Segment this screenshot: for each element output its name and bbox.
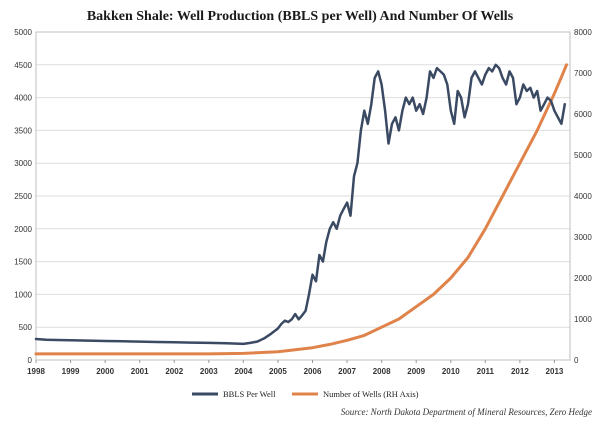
legend-label-number-of-wells: Number of Wells (RH Axis) bbox=[323, 389, 419, 399]
left-tick-label: 5000 bbox=[14, 28, 32, 37]
x-axis-ticks: 1998 1999 2000 2001 2002 2003 2004 2005 2006 2007… bbox=[27, 360, 564, 376]
x-tick-label: 2000 bbox=[96, 367, 114, 376]
right-tick-label: 7000 bbox=[574, 69, 592, 78]
right-tick-label: 2000 bbox=[574, 274, 592, 283]
right-tick-label: 1000 bbox=[574, 315, 592, 324]
x-tick-label: 2012 bbox=[511, 367, 529, 376]
x-tick-label: 2001 bbox=[131, 367, 149, 376]
x-tick-label: 1998 bbox=[27, 367, 45, 376]
left-axis-ticks: 0 500 1000 1500 2000 2500 3000 3500 4000 4500 5000 bbox=[14, 28, 32, 365]
x-tick-label: 2013 bbox=[546, 367, 564, 376]
right-tick-label: 0 bbox=[574, 356, 579, 365]
series-line-bbls-per-well bbox=[34, 63, 567, 346]
x-tick-label: 2004 bbox=[234, 367, 252, 376]
right-tick-label: 5000 bbox=[574, 151, 592, 160]
x-tick-label: 2011 bbox=[477, 367, 495, 376]
left-tick-label: 1000 bbox=[14, 290, 32, 299]
left-tick-label: 0 bbox=[28, 356, 33, 365]
right-tick-label: 4000 bbox=[574, 192, 592, 201]
x-tick-label: 2007 bbox=[338, 367, 356, 376]
right-tick-label: 6000 bbox=[574, 110, 592, 119]
x-tick-label: 2006 bbox=[304, 367, 322, 376]
x-tick-label: 1999 bbox=[62, 367, 80, 376]
x-tick-label: 2003 bbox=[200, 367, 218, 376]
x-tick-label: 2002 bbox=[165, 367, 183, 376]
left-tick-label: 2500 bbox=[14, 192, 32, 201]
source-note: Source: North Dakota Department of Miner… bbox=[341, 407, 592, 417]
plot-area-frame bbox=[35, 31, 571, 361]
left-tick-label: 4500 bbox=[14, 61, 32, 70]
left-tick-label: 3500 bbox=[14, 126, 32, 135]
right-tick-label: 8000 bbox=[574, 28, 592, 37]
left-tick-label: 500 bbox=[19, 323, 33, 332]
left-tick-label: 3000 bbox=[14, 159, 32, 168]
x-tick-label: 2005 bbox=[269, 367, 287, 376]
series-line-number-of-wells bbox=[34, 63, 568, 356]
right-axis-ticks: 0 1000 2000 3000 4000 5000 6000 7000 8000 bbox=[574, 28, 592, 365]
left-tick-label: 1500 bbox=[14, 258, 32, 267]
left-tick-label: 2000 bbox=[14, 225, 32, 234]
legend-label-bbls-per-well: BBLS Per Well bbox=[223, 389, 276, 399]
right-tick-label: 3000 bbox=[574, 233, 592, 242]
x-tick-label: 2009 bbox=[407, 367, 425, 376]
chart-title: Bakken Shale: Well Production (BBLS per … bbox=[87, 9, 514, 24]
x-tick-label: 2010 bbox=[442, 367, 460, 376]
left-tick-label: 4000 bbox=[14, 94, 32, 103]
legend: BBLS Per Well Number of Wells (RH Axis) bbox=[192, 389, 419, 399]
x-tick-label: 2008 bbox=[373, 367, 391, 376]
